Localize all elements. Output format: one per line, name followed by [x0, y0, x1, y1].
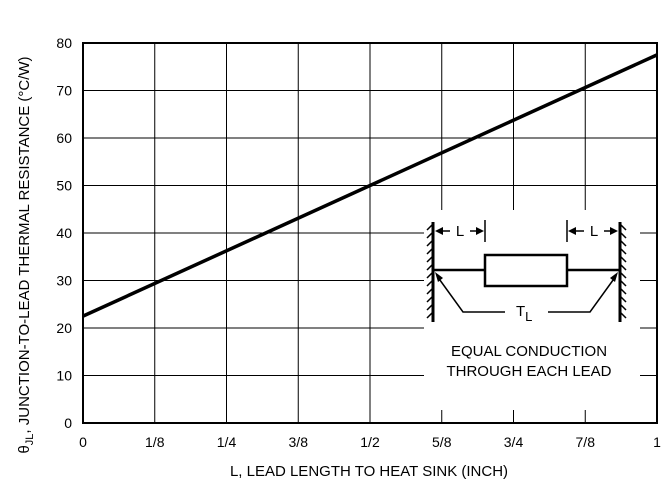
left-dimension-arrow-a	[435, 227, 443, 235]
inset-caption-line-2: THROUGH EACH LEAD	[446, 363, 611, 380]
y-tick-label: 0	[64, 415, 72, 431]
x-tick-label: 0	[79, 434, 87, 450]
inset-background	[424, 210, 640, 410]
series-line	[82, 53, 658, 318]
right-lead-length-label: L	[590, 223, 598, 240]
plot-border	[82, 42, 658, 424]
hatch-mark	[619, 223, 627, 231]
x-tick-label: 1/2	[360, 434, 380, 450]
tl-pointer-right	[548, 275, 617, 313]
hatch-mark	[426, 295, 434, 303]
y-tick-label: 30	[56, 273, 72, 289]
hatch-mark	[426, 223, 434, 231]
y-tick-label: 60	[56, 130, 72, 146]
hatch-mark	[426, 255, 434, 263]
y-tick-labels: 0 10 20 30 40 50 60 70 80	[56, 35, 72, 431]
hatch-mark	[619, 303, 627, 311]
y-tick-label: 70	[56, 83, 72, 99]
left-wall-hatching	[426, 223, 434, 319]
hatch-mark	[426, 279, 434, 287]
x-tick-label: 3/8	[289, 434, 309, 450]
hatch-mark	[619, 271, 627, 279]
hatch-mark	[426, 231, 434, 239]
inset-diagram: L L TL EQUAL CONDUCTION THROUGH EACH LEA…	[424, 210, 640, 410]
hatch-mark	[619, 287, 627, 295]
x-tick-label: 1/4	[217, 434, 237, 450]
y-tick-label: 10	[56, 368, 72, 384]
right-wall-hatching	[619, 223, 627, 319]
hatch-mark	[426, 303, 434, 311]
hatch-mark	[426, 311, 434, 319]
y-axis-title-symbol: θ	[16, 445, 33, 453]
hatch-mark	[619, 295, 627, 303]
y-tick-label: 40	[56, 225, 72, 241]
lead-temperature-label: TL	[516, 303, 532, 324]
series-layer	[82, 53, 658, 318]
x-tick-label: 1/8	[145, 434, 165, 450]
x-axis-title: L, LEAD LENGTH TO HEAT SINK (INCH)	[230, 463, 508, 480]
component-body	[483, 253, 569, 288]
hatch-mark	[426, 247, 434, 255]
y-tick-label: 20	[56, 320, 72, 336]
hatch-mark	[619, 263, 627, 271]
x-tick-label: 7/8	[576, 434, 596, 450]
x-tick-label: 1	[653, 434, 661, 450]
hatch-mark	[619, 239, 627, 247]
tl-pointer-left	[436, 275, 505, 313]
hatch-mark	[426, 239, 434, 247]
hatch-mark	[426, 287, 434, 295]
tl-pointer-left-arrow	[435, 272, 443, 282]
y-axis-title: θJL, JUNCTION-TO-LEAD THERMAL RESISTANCE…	[16, 56, 36, 453]
hatch-mark	[426, 263, 434, 271]
left-dimension-arrow-b	[476, 227, 484, 235]
hatch-mark	[619, 311, 627, 319]
x-tick-label: 5/8	[432, 434, 452, 450]
left-lead-length-label: L	[456, 223, 464, 240]
right-dimension-arrow-a	[568, 227, 576, 235]
y-axis-title-subscript: JL	[24, 434, 36, 446]
tl-pointer-right-arrow	[610, 272, 618, 282]
inset-caption-line-1: EQUAL CONDUCTION	[451, 343, 607, 360]
x-tick-labels: 0 1/8 1/4 3/8 1/2 5/8 3/4 7/8 1	[79, 434, 661, 450]
hatch-mark	[619, 279, 627, 287]
y-tick-label: 80	[56, 35, 72, 51]
right-dimension-arrow-b	[610, 227, 618, 235]
x-tick-label: 3/4	[504, 434, 524, 450]
hatch-mark	[619, 255, 627, 263]
hatch-mark	[426, 271, 434, 279]
hatch-mark	[619, 247, 627, 255]
hatch-mark	[619, 231, 627, 239]
y-tick-label: 50	[56, 178, 72, 194]
y-axis-title-text: , JUNCTION-TO-LEAD THERMAL RESISTANCE (°…	[16, 56, 33, 433]
